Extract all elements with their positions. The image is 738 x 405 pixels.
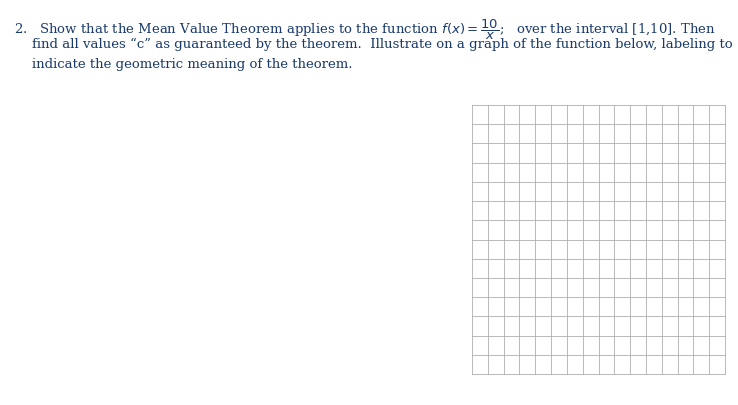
Text: 2.   Show that the Mean Value Theorem applies to the function $f(x) = \dfrac{10}: 2. Show that the Mean Value Theorem appl… <box>14 18 716 42</box>
Text: find all values “c” as guaranteed by the theorem.  Illustrate on a graph of the : find all values “c” as guaranteed by the… <box>32 38 733 51</box>
Text: indicate the geometric meaning of the theorem.: indicate the geometric meaning of the th… <box>32 58 353 71</box>
